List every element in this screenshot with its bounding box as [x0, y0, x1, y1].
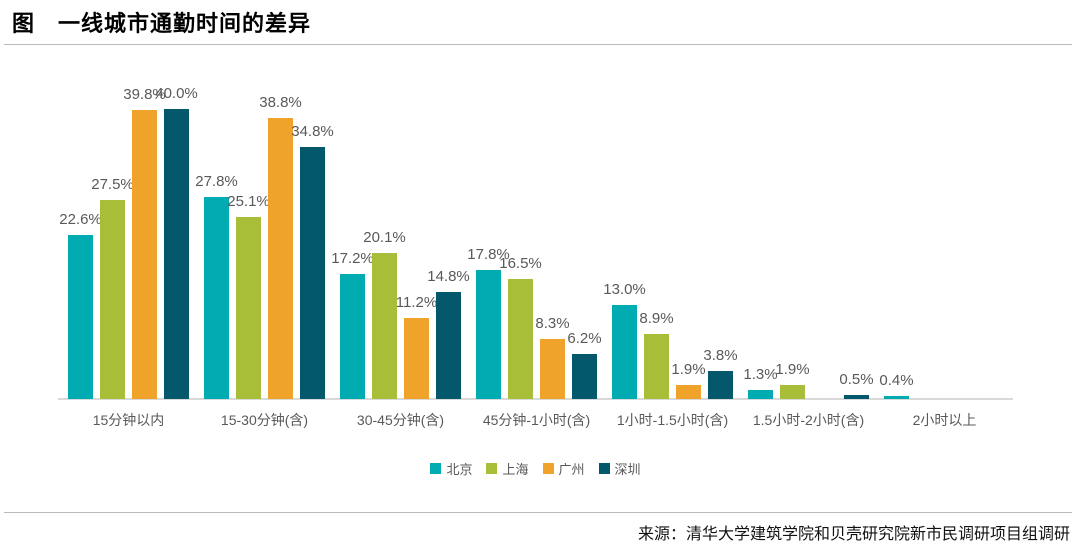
bar-value-label: 20.1% — [363, 229, 406, 246]
bar-value-label: 22.6% — [59, 211, 102, 228]
legend-label: 深圳 — [614, 462, 641, 477]
bar-value-label: 27.5% — [91, 176, 134, 193]
bar-series3-cat4 — [708, 371, 733, 399]
bar-series3-cat1 — [300, 147, 325, 399]
bar-value-label: 17.8% — [467, 246, 510, 263]
bar-value-label: 13.0% — [603, 281, 646, 298]
bar-value-label: 14.8% — [427, 268, 470, 285]
bar-series2-cat0 — [132, 110, 157, 399]
bar-value-label: 8.9% — [639, 310, 674, 327]
x-axis-label: 1.5小时-2小时(含) — [752, 412, 865, 428]
x-axis-label: 1小时-1.5小时(含) — [616, 412, 729, 428]
bar-value-label: 39.8% — [123, 86, 166, 103]
title-divider — [4, 44, 1072, 45]
x-axis-line — [58, 398, 1013, 400]
bar-value-label: 25.1% — [227, 193, 270, 210]
legend-swatch — [598, 463, 610, 474]
bar-series1-cat2 — [372, 253, 397, 399]
bar-value-label: 0.5% — [839, 371, 874, 388]
legend-item: 广州 — [542, 459, 585, 478]
bar-series0-cat6 — [884, 396, 909, 399]
x-axis-label: 15分钟以内 — [92, 412, 165, 428]
bar-series3-cat5 — [844, 395, 869, 399]
bar-series2-cat3 — [540, 339, 565, 399]
legend-item: 上海 — [486, 459, 529, 478]
bar-series0-cat2 — [340, 274, 365, 399]
x-axis-label: 45分钟-1小时(含) — [482, 412, 591, 428]
bar-series2-cat4 — [676, 385, 701, 399]
bar-series1-cat3 — [508, 279, 533, 399]
figure-title: 图 一线城市通勤时间的差异 — [12, 11, 312, 36]
x-axis-label: 2小时以上 — [912, 412, 977, 428]
bar-value-label: 17.2% — [331, 250, 374, 267]
bar-value-label: 1.9% — [671, 361, 706, 378]
bar-value-label: 38.8% — [259, 94, 302, 111]
bar-value-label: 16.5% — [499, 255, 542, 272]
bar-series0-cat5 — [748, 390, 773, 399]
bar-value-label: 27.8% — [195, 173, 238, 190]
bar-value-label: 0.4% — [879, 372, 914, 389]
bar-series0-cat1 — [204, 197, 229, 399]
bar-value-label: 8.3% — [535, 315, 570, 332]
bar-value-label: 34.8% — [291, 123, 334, 140]
bar-value-label: 11.2% — [395, 294, 438, 311]
bar-series3-cat2 — [436, 292, 461, 399]
bar-series0-cat0 — [68, 235, 93, 399]
source-divider — [4, 512, 1072, 513]
bar-series3-cat0 — [164, 109, 189, 399]
legend-item: 深圳 — [598, 459, 641, 478]
bar-series1-cat1 — [236, 217, 261, 399]
bar-series1-cat5 — [780, 385, 805, 399]
bar-series0-cat3 — [476, 270, 501, 399]
bar-series0-cat4 — [612, 305, 637, 399]
bar-value-label: 6.2% — [567, 330, 602, 347]
bar-value-label: 40.0% — [155, 85, 198, 102]
legend-swatch — [486, 463, 498, 474]
chart-legend: 北京 上海 广州 深圳 — [58, 459, 1013, 478]
legend-label: 上海 — [502, 462, 529, 477]
x-axis-label: 15-30分钟(含) — [220, 412, 309, 428]
bar-series1-cat4 — [644, 334, 669, 399]
bar-series1-cat0 — [100, 200, 125, 399]
source-note: 来源：清华大学建筑学院和贝壳研究院新市民调研项目组调研 — [637, 526, 1070, 543]
bar-series3-cat3 — [572, 354, 597, 399]
bar-series2-cat1 — [268, 118, 293, 399]
legend-item: 北京 — [430, 459, 472, 478]
bar-value-label: 1.3% — [743, 366, 778, 383]
legend-swatch — [542, 463, 554, 474]
x-axis-label: 30-45分钟(含) — [356, 412, 445, 428]
bar-value-label: 3.8% — [703, 347, 738, 364]
bar-series2-cat2 — [404, 318, 429, 399]
legend-label: 北京 — [446, 462, 473, 477]
legend-label: 广州 — [558, 462, 585, 477]
legend-swatch — [430, 463, 442, 474]
bar-value-label: 1.9% — [775, 361, 810, 378]
